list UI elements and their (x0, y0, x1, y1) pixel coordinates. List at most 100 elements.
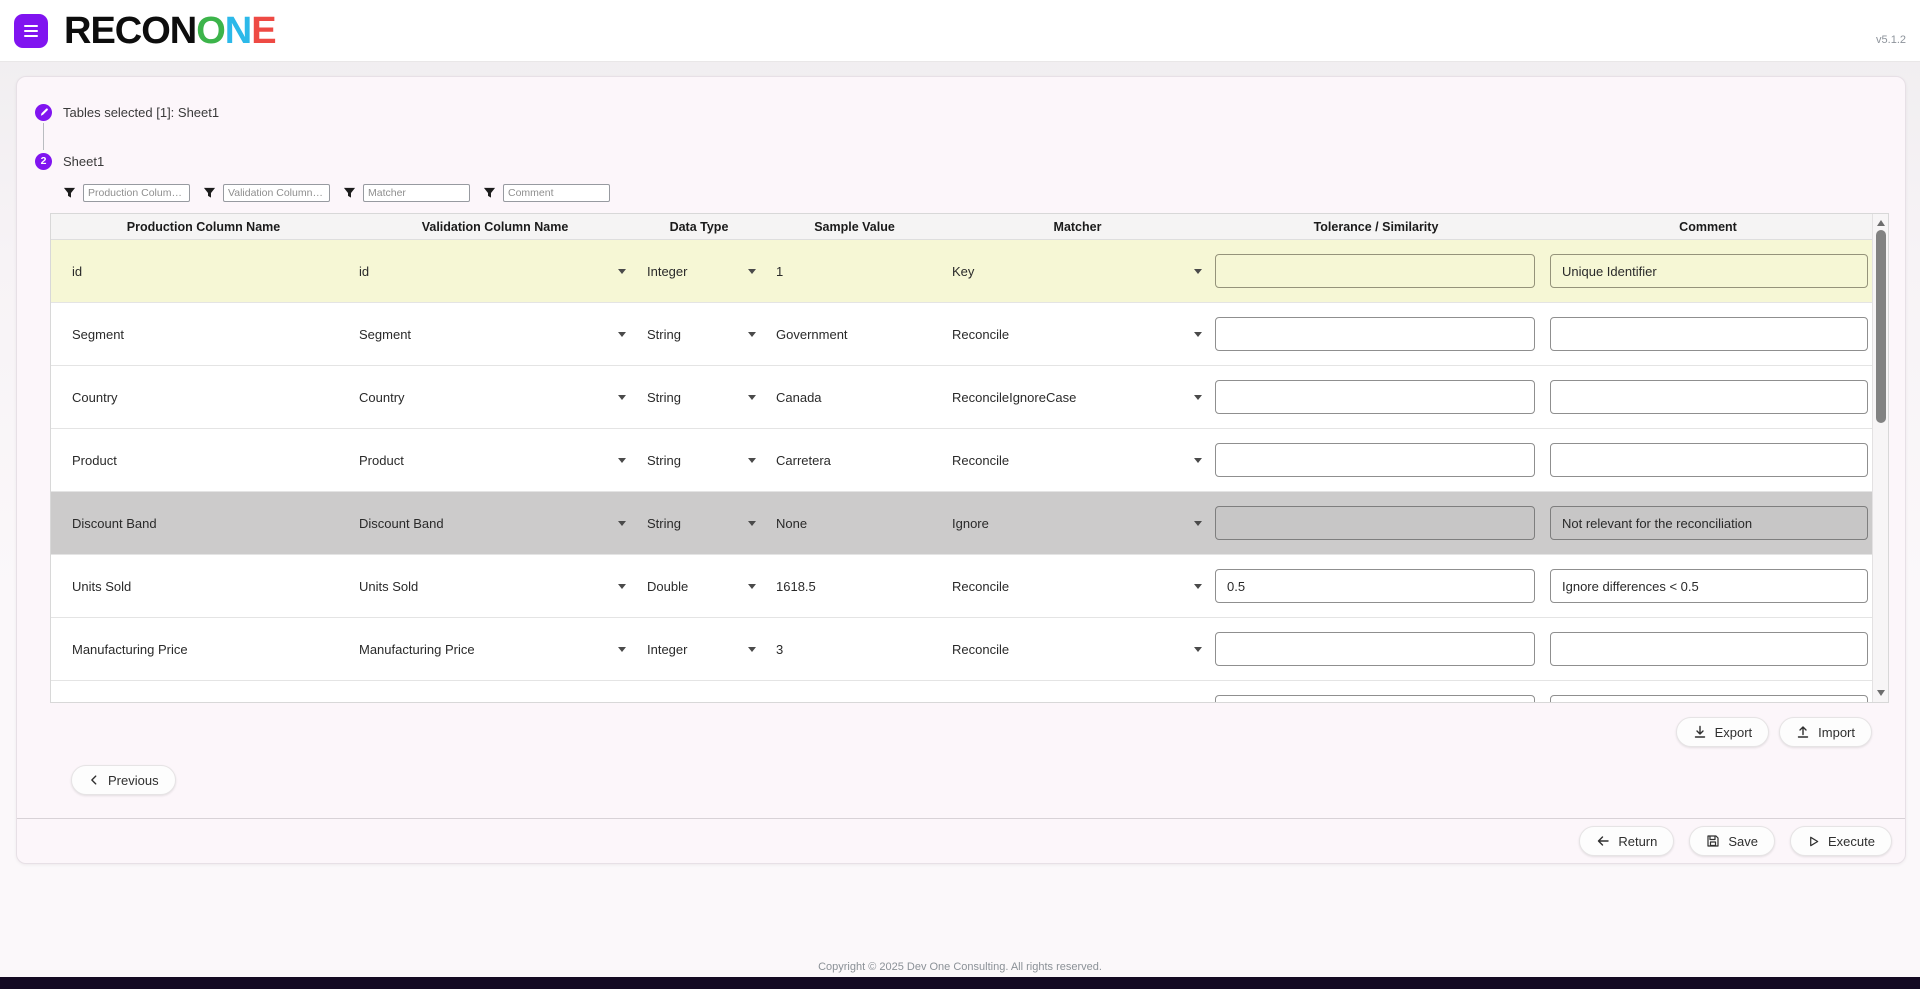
comment-input[interactable] (1550, 632, 1868, 666)
app-logo: RECONONE (64, 9, 277, 52)
data-type-select[interactable]: Integer (634, 240, 764, 302)
validation-column-select[interactable]: Units Sold (356, 555, 634, 617)
step-sheet1-label: Sheet1 (63, 153, 105, 169)
matcher-select[interactable]: Key (945, 240, 1210, 302)
production-column-cell: Product (72, 452, 117, 468)
matcher-select[interactable]: Ignore (945, 492, 1210, 554)
tolerance-input[interactable] (1215, 443, 1535, 477)
download-icon (1694, 725, 1705, 738)
comment-cell (1542, 492, 1874, 554)
action-footer-bar: Return Save Execute (17, 818, 1905, 863)
app-version: v5.1.2 (1876, 33, 1906, 46)
comment-input[interactable] (1550, 506, 1868, 540)
tolerance-input[interactable] (1215, 695, 1535, 702)
save-button[interactable]: Save (1689, 826, 1776, 856)
stepper-step-tables[interactable]: Tables selected [1]: Sheet1 (35, 103, 219, 121)
comment-cell (1542, 429, 1874, 491)
header-data-type: Data Type (669, 219, 729, 234)
scroll-down-icon[interactable] (1877, 690, 1885, 696)
sample-value-cell: Carretera (776, 452, 831, 468)
filter-comment-input[interactable] (503, 184, 610, 202)
tolerance-cell (1210, 681, 1542, 702)
chevron-down-icon (618, 583, 626, 589)
filter-funnel-icon (483, 187, 496, 198)
data-type-select[interactable]: Integer (634, 618, 764, 680)
data-type-select[interactable]: Double (634, 555, 764, 617)
sample-value-cell: Canada (776, 389, 822, 405)
comment-cell (1542, 681, 1874, 702)
sample-value-cell: None (776, 515, 808, 531)
tolerance-cell (1210, 429, 1542, 491)
tolerance-input[interactable] (1215, 506, 1535, 540)
data-type-select[interactable]: String (634, 303, 764, 365)
scroll-up-icon[interactable] (1877, 220, 1885, 226)
matcher-select[interactable]: Reconcile (945, 303, 1210, 365)
chevron-left-icon (91, 775, 97, 785)
filter-validation-input[interactable] (223, 184, 330, 202)
step-tables-label: Tables selected [1]: Sheet1 (63, 104, 220, 120)
tolerance-cell (1210, 555, 1542, 617)
chevron-down-icon (748, 457, 756, 463)
filter-matcher (343, 184, 470, 202)
matcher-select[interactable] (945, 681, 1210, 702)
return-button[interactable]: Return (1579, 826, 1675, 856)
sample-value-cell (764, 681, 945, 702)
validation-column-select[interactable]: Segment (356, 303, 634, 365)
tolerance-cell (1210, 240, 1542, 302)
comment-input[interactable] (1550, 443, 1868, 477)
filter-matcher-input[interactable] (363, 184, 470, 202)
previous-wrap: Previous (71, 765, 176, 795)
comment-input[interactable] (1550, 380, 1868, 414)
hamburger-menu-button[interactable] (14, 13, 48, 48)
app-header: RECONONE v5.1.2 (0, 0, 1920, 62)
header-validation-column-name: Validation Column Name (421, 219, 569, 234)
tolerance-input[interactable] (1215, 569, 1535, 603)
data-type-select[interactable]: String (634, 429, 764, 491)
validation-column-select[interactable] (356, 681, 634, 702)
execute-button[interactable]: Execute (1790, 826, 1892, 856)
filter-funnel-icon (343, 187, 356, 198)
export-button[interactable]: Export (1675, 717, 1770, 747)
validation-column-select[interactable]: id (356, 240, 634, 302)
tolerance-input[interactable] (1215, 632, 1535, 666)
comment-input[interactable] (1550, 695, 1868, 702)
validation-column-select[interactable]: Manufacturing Price (356, 618, 634, 680)
matcher-select[interactable]: ReconcileIgnoreCase (945, 366, 1210, 428)
export-import-row: Export Import (1675, 717, 1872, 747)
stepper-step-sheet1[interactable]: 2 Sheet1 (35, 152, 104, 170)
sample-value-cell: 1 (776, 263, 784, 279)
comment-input[interactable] (1550, 569, 1868, 603)
validation-column-select[interactable]: Product (356, 429, 634, 491)
validation-column-select[interactable]: Country (356, 366, 634, 428)
comment-cell (1542, 555, 1874, 617)
comment-input[interactable] (1550, 254, 1868, 288)
mapping-table: Production Column Name Validation Column… (50, 213, 1889, 703)
matcher-select[interactable]: Reconcile (945, 555, 1210, 617)
sample-value-cell: 1618.5 (776, 578, 816, 594)
validation-column-select[interactable]: Discount Band (356, 492, 634, 554)
production-column-cell (51, 681, 356, 702)
tolerance-input[interactable] (1215, 380, 1535, 414)
import-button[interactable]: Import (1779, 717, 1872, 747)
data-type-select[interactable] (634, 681, 764, 702)
data-type-select[interactable]: String (634, 492, 764, 554)
tolerance-input[interactable] (1215, 317, 1535, 351)
previous-button[interactable]: Previous (71, 765, 176, 795)
table-row: Manufacturing Price Manufacturing Price … (51, 618, 1874, 681)
tolerance-input[interactable] (1215, 254, 1535, 288)
table-header-row: Production Column Name Validation Column… (51, 214, 1874, 240)
filter-production-input[interactable] (83, 184, 190, 202)
scrollbar-thumb[interactable] (1876, 230, 1886, 423)
comment-input[interactable] (1550, 317, 1868, 351)
chevron-down-icon (1194, 583, 1202, 589)
data-type-select[interactable]: String (634, 366, 764, 428)
production-column-cell: Country (72, 389, 118, 405)
production-column-cell: id (72, 263, 83, 279)
matcher-select[interactable]: Reconcile (945, 429, 1210, 491)
table-row: Units Sold Units Sold Double 1618.5 Reco… (51, 555, 1874, 618)
table-scrollbar[interactable] (1872, 214, 1888, 702)
play-icon (1810, 836, 1819, 846)
matcher-select[interactable]: Reconcile (945, 618, 1210, 680)
table-row: Country Country String Canada ReconcileI… (51, 366, 1874, 429)
